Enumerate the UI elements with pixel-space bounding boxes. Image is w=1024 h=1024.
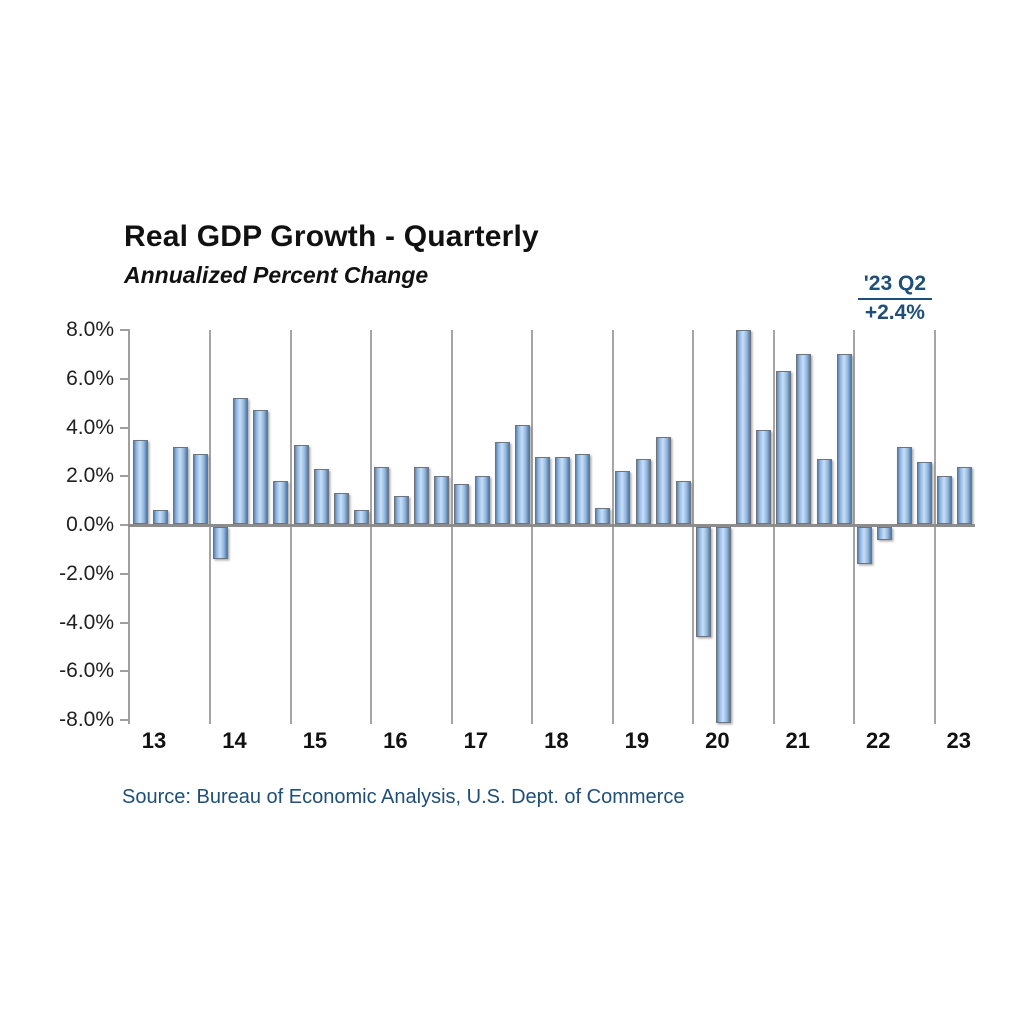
bar-2016-q1	[373, 466, 389, 524]
bar-2017-q4	[514, 425, 530, 524]
bar-2020-q2	[716, 526, 731, 723]
bar-2014-q4	[273, 481, 289, 524]
year-gridline	[370, 330, 373, 724]
year-gridline	[853, 330, 856, 724]
bar-2019-q3	[655, 437, 671, 524]
bar-2013-q3	[172, 447, 188, 524]
bar-2023-q2	[957, 466, 973, 524]
x-axis-label: 20	[705, 728, 730, 753]
year-gridline	[772, 330, 775, 724]
x-axis-label: 16	[383, 728, 408, 753]
y-axis-label: -4.0%	[59, 610, 114, 634]
y-axis-label: -8.0%	[59, 708, 114, 731]
bar-2020-q1	[695, 526, 711, 638]
callout-quarter-value: +2.4%	[864, 301, 925, 324]
bar-2014-q1	[213, 526, 229, 560]
bar-2022-q1	[856, 526, 872, 564]
bar-2015-q1	[293, 444, 309, 524]
x-axis-label: 21	[785, 728, 811, 753]
zero-line	[128, 523, 975, 527]
bar-2022-q3	[897, 447, 913, 524]
y-axis-label: -2.0%	[59, 561, 114, 585]
y-axis-tick	[120, 524, 130, 526]
x-axis-label: 22	[866, 728, 891, 753]
x-axis-label: 19	[624, 728, 650, 753]
y-axis-label: 4.0%	[66, 415, 114, 439]
bar-2019-q1	[615, 471, 631, 524]
bar-2017-q2	[474, 476, 490, 524]
callout-latest-quarter: '23 Q2 +2.4%	[857, 272, 932, 325]
year-gridline	[450, 330, 453, 724]
bar-2021-q3	[816, 459, 832, 524]
x-axis-label: 23	[946, 728, 971, 753]
y-axis-label: 6.0%	[66, 366, 114, 390]
callout-quarter-label: '23 Q2	[857, 272, 932, 300]
bar-2014-q2	[233, 398, 249, 524]
bar-2015-q3	[333, 493, 349, 524]
bar-2023-q1	[937, 476, 953, 524]
x-axis-label: 18	[544, 728, 569, 753]
bar-2015-q4	[353, 510, 369, 524]
year-gridline	[692, 330, 695, 724]
x-axis-label: 17	[463, 728, 489, 753]
y-axis-label: 8.0%	[66, 318, 114, 341]
bar-2018-q4	[595, 507, 611, 524]
bar-2013-q2	[152, 510, 168, 524]
y-axis-tick	[120, 475, 130, 478]
chart-title: Real GDP Growth - Quarterly	[124, 220, 539, 253]
y-axis-line	[128, 330, 130, 724]
bar-2014-q3	[253, 410, 269, 524]
bar-2018-q3	[575, 454, 591, 524]
bar-2022-q2	[876, 526, 892, 540]
bar-2020-q4	[756, 429, 772, 524]
bar-2021-q4	[836, 354, 852, 524]
bar-2013-q4	[192, 454, 208, 524]
year-gridline	[289, 330, 292, 724]
bar-2019-q2	[635, 459, 651, 524]
bar-2022-q4	[917, 461, 933, 524]
bar-2015-q2	[313, 468, 329, 524]
bar-2021-q1	[776, 371, 792, 524]
y-axis-tick	[120, 670, 130, 673]
bar-2020-q3	[736, 330, 752, 524]
bar-2013-q1	[132, 439, 148, 524]
bar-2017-q3	[494, 442, 510, 524]
bar-2018-q2	[555, 456, 571, 524]
bar-2021-q2	[796, 354, 812, 524]
chart-subtitle: Annualized Percent Change	[124, 262, 429, 288]
y-axis-tick	[120, 719, 130, 721]
bar-2019-q4	[675, 481, 691, 524]
y-axis-tick	[120, 377, 130, 380]
year-gridline	[611, 330, 614, 724]
bar-2017-q1	[454, 483, 470, 524]
y-axis-tick	[120, 572, 130, 575]
y-axis-label: -6.0%	[59, 659, 114, 683]
x-axis-label: 13	[141, 728, 167, 753]
bar-2016-q3	[414, 466, 430, 524]
bar-2018-q1	[534, 456, 550, 524]
bar-2016-q4	[434, 476, 450, 524]
y-axis-tick	[120, 426, 130, 429]
x-axis-label: 15	[302, 728, 328, 753]
bar-2016-q2	[394, 495, 410, 524]
y-axis-label: 2.0%	[66, 464, 114, 488]
y-axis-label: 0.0%	[66, 513, 114, 536]
year-gridline	[933, 330, 936, 724]
y-axis-tick	[120, 329, 130, 331]
x-axis-label: 14	[222, 728, 247, 753]
source-note: Source: Bureau of Economic Analysis, U.S…	[122, 786, 685, 808]
year-gridline	[209, 330, 212, 724]
year-gridline	[531, 330, 534, 724]
y-axis-tick	[120, 621, 130, 624]
